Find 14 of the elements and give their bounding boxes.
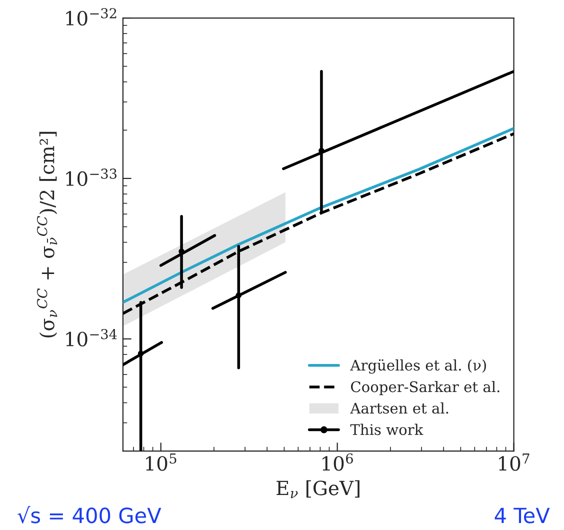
y-tick-label: 10$^{−34}$ [66, 328, 117, 346]
text: 4 TeV [494, 508, 550, 524]
legend-label: This work [350, 424, 424, 436]
legend-label: Aartsen et al. [350, 402, 448, 414]
text: √s = 400 GeV [18, 506, 162, 524]
x-tick-label: 10$^{5}$ [146, 454, 176, 471]
y-axis-title: (σ$_{ν}$$^{CC}$ + σ$_{ν̄}$$^{CC}$)/2 [cm²] [36, 132, 58, 338]
legend-label: Cooper-Sarkar et al. [351, 380, 500, 396]
x-tick-label: 10$^{6}$ [322, 453, 353, 471]
legend-label: Argüelles et al. (ν) [350, 359, 486, 374]
x-axis-title: E$_{ν}$ [GeV] [276, 480, 360, 498]
x-tick-label: 10$^{7}$ [499, 454, 530, 471]
y-tick-label: 10$^{−33}$ [66, 168, 116, 186]
y-tick-label: 10$^{−32}$ [66, 8, 116, 26]
